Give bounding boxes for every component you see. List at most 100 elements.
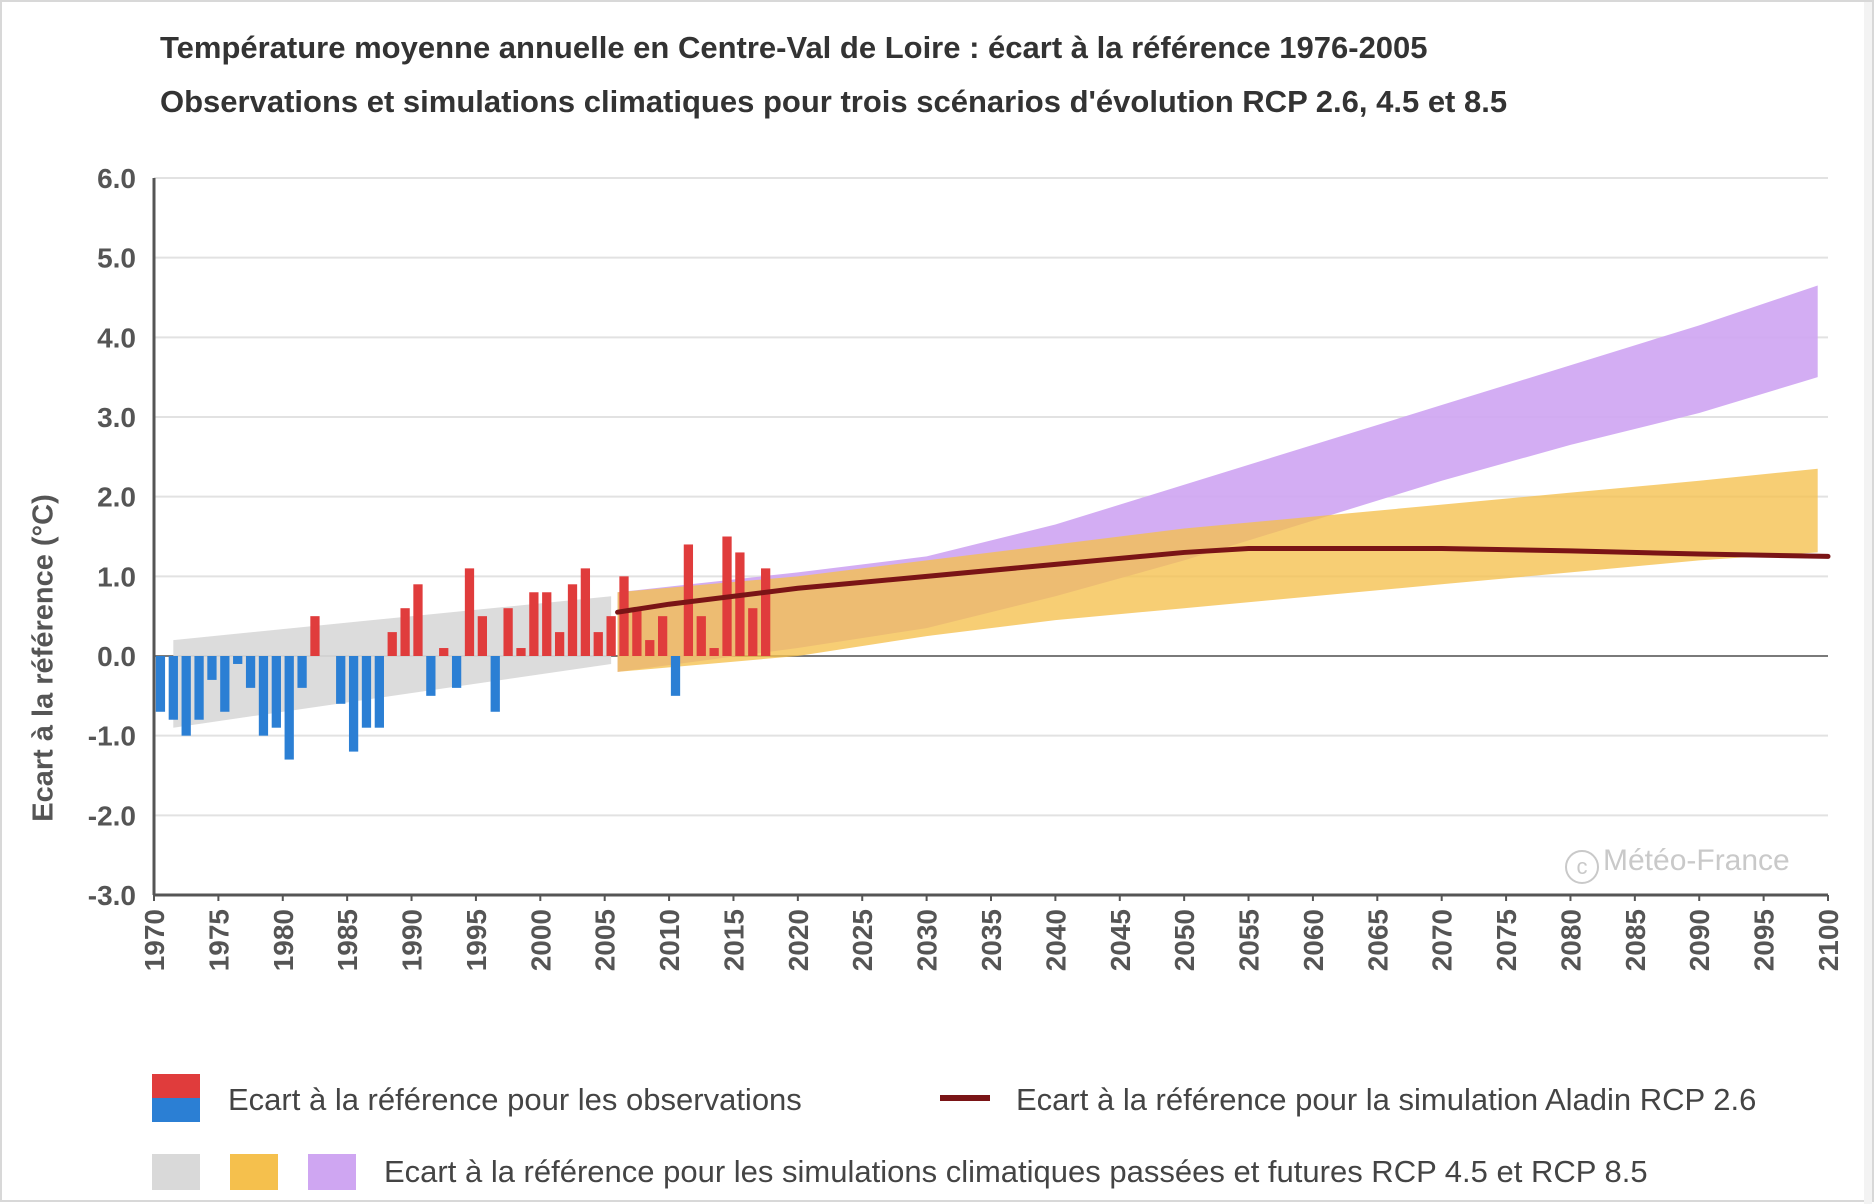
- band-past: [173, 596, 612, 728]
- observation-bar: [670, 656, 681, 696]
- observation-bar: [761, 568, 771, 656]
- axes: [152, 178, 1829, 901]
- observation-bar: [735, 552, 745, 656]
- x-tick-label: 2000: [525, 909, 556, 971]
- aladin-line: [615, 545, 1831, 615]
- legend-obs-negative-swatch: [152, 1098, 200, 1122]
- x-tick-label: 2005: [590, 909, 621, 971]
- y-tick-label: 5.0: [97, 243, 136, 274]
- observation-bar: [554, 632, 565, 656]
- x-tick-label: 2055: [1234, 909, 1265, 971]
- band-rcp45: [617, 468, 1818, 672]
- x-tick-label: 2010: [654, 909, 685, 971]
- legend-bands-label: Ecart à la référence pour les simulation…: [384, 1154, 1648, 1189]
- observation-bar: [516, 648, 526, 656]
- y-tick-label: 4.0: [97, 322, 136, 353]
- observation-bar: [361, 656, 372, 728]
- observation-bar: [271, 656, 281, 728]
- x-tick-label: 2070: [1427, 909, 1458, 971]
- observation-bar: [426, 656, 436, 696]
- observation-bar: [709, 648, 719, 656]
- observation-bar: [451, 656, 462, 688]
- observation-bar: [336, 656, 346, 704]
- x-tick-label: 1995: [461, 909, 492, 971]
- observation-bar: [348, 656, 359, 752]
- observation-bar: [374, 656, 384, 728]
- copyright-mark: c Météo-France: [1565, 844, 1790, 884]
- x-tick-label: 2025: [847, 909, 878, 971]
- observation-bar: [181, 656, 191, 736]
- x-tick-label: 2075: [1491, 909, 1522, 971]
- observation-bar: [245, 656, 256, 688]
- x-tick-label: 2040: [1040, 909, 1071, 971]
- chart-subtitle: Observations et simulations climatiques …: [160, 84, 1508, 119]
- observation-bar: [207, 656, 217, 680]
- observation-bar: [439, 648, 449, 656]
- x-tick-label: 1985: [332, 909, 363, 971]
- observation-bar: [258, 656, 269, 736]
- chart-title: Température moyenne annuelle en Centre-V…: [160, 30, 1428, 65]
- observation-bar: [168, 656, 178, 720]
- observation-bar: [155, 656, 166, 712]
- x-tick-label: 2060: [1298, 909, 1329, 971]
- y-tick-label: 0.0: [97, 641, 136, 672]
- y-tick-label: 2.0: [97, 482, 136, 513]
- observation-bar: [400, 608, 410, 656]
- legend-obs-positive-swatch: [152, 1074, 200, 1098]
- scenario-bands: [173, 285, 1818, 728]
- x-tick-label: 2080: [1555, 909, 1586, 971]
- x-tick-label: 1975: [203, 909, 234, 971]
- observation-bar: [606, 616, 616, 656]
- window-edge: [1864, 2, 1872, 1204]
- observation-bar: [464, 568, 475, 656]
- x-tick-label: 2050: [1169, 909, 1200, 971]
- observation-bar: [529, 592, 539, 656]
- observation-bar: [580, 568, 591, 656]
- copyright-text: Météo-France: [1603, 844, 1790, 877]
- legend-line-swatch: [940, 1095, 990, 1101]
- x-tick-label: 2030: [912, 909, 943, 971]
- legend-past-sim-swatch: [152, 1154, 200, 1190]
- observation-bar: [619, 576, 629, 656]
- y-tick-label: -2.0: [88, 800, 136, 831]
- aladin-rcp26-line: [615, 545, 1831, 615]
- observation-bar: [748, 608, 758, 656]
- y-tick-label: 3.0: [97, 402, 136, 433]
- x-tick-label: 1990: [397, 909, 428, 971]
- observation-bar: [503, 608, 513, 656]
- observation-bar: [632, 608, 642, 656]
- observation-bar: [696, 616, 706, 656]
- observation-bar: [387, 632, 397, 656]
- x-tick-label: 2090: [1684, 909, 1715, 971]
- observation-bar: [658, 616, 668, 656]
- y-tick-label: 6.0: [97, 163, 136, 194]
- legend-rcp45-swatch: [230, 1154, 278, 1190]
- y-axis-label: Ecart à la référence (°C): [27, 494, 60, 822]
- x-tick-label: 2020: [783, 909, 814, 971]
- observation-bar: [297, 656, 307, 688]
- x-tick-label: 1970: [139, 909, 170, 971]
- x-tick-label: 2035: [976, 909, 1007, 971]
- x-tick-label: 2095: [1749, 909, 1780, 971]
- observation-bar: [593, 632, 603, 656]
- observation-bars: [155, 536, 771, 760]
- legend-rcp85-swatch: [308, 1154, 356, 1190]
- observation-bar: [645, 640, 655, 656]
- y-tick-labels: 6.0 5.0 4.0 3.0 2.0 1.0 0.0 -1.0 -2.0 -3.0: [88, 163, 136, 911]
- observation-bar: [567, 584, 578, 656]
- y-tick-label: -1.0: [88, 721, 136, 752]
- observation-bar: [413, 584, 423, 656]
- y-tick-label: 1.0: [97, 561, 136, 592]
- legend-obs-label: Ecart à la référence pour les observatio…: [228, 1082, 802, 1117]
- x-tick-label: 2100: [1813, 909, 1844, 971]
- observation-bar: [284, 656, 294, 760]
- x-tick-label: 2065: [1362, 909, 1393, 971]
- x-tick-label: 2085: [1620, 909, 1651, 971]
- observation-bar: [490, 656, 500, 712]
- copyright-icon: c: [1565, 850, 1599, 884]
- observation-bar: [233, 656, 243, 664]
- observation-bar: [542, 592, 552, 656]
- x-tick-labels: 1970 1975 1980 1985 1990 1995 2000 2005 2010 2015…: [139, 909, 1844, 971]
